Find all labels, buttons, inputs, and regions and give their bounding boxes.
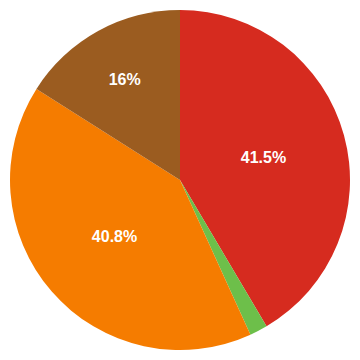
svg-text:41.5%: 41.5% [241, 149, 286, 166]
svg-text:40.8%: 40.8% [92, 228, 137, 245]
svg-text:16%: 16% [109, 71, 141, 88]
